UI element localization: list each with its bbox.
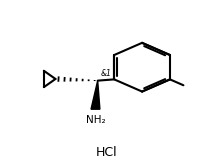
Text: NH₂: NH₂ [86,115,105,125]
Polygon shape [91,81,100,109]
Text: &1: &1 [101,69,112,78]
Text: HCl: HCl [96,146,117,159]
